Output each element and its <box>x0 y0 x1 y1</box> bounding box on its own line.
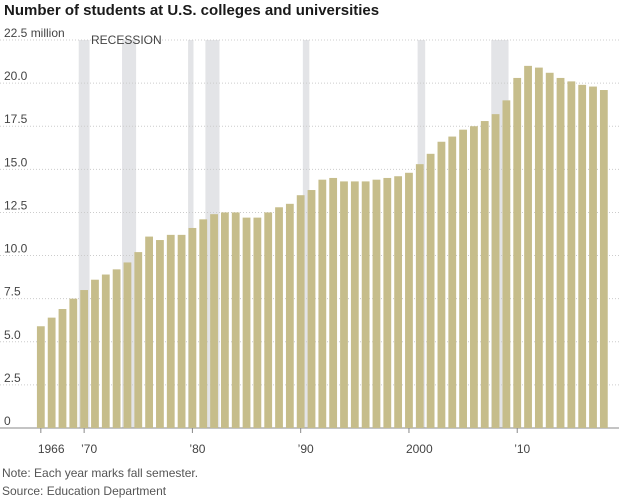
y-tick-label-3: 7.5 <box>4 285 21 299</box>
x-axis-ticks: 1966 ’70 ’80 ’90 2000 ’10 <box>38 428 531 456</box>
bar-1969 <box>69 298 78 428</box>
footnote: Note: Each year marks fall semester. <box>2 466 199 480</box>
bar-1986 <box>253 217 262 428</box>
bar-1978 <box>166 234 175 428</box>
bar-2001 <box>415 164 424 428</box>
bar-1998 <box>383 177 392 428</box>
bar-1966 <box>36 326 45 428</box>
bar-1977 <box>156 240 164 428</box>
x-tick-label-2: ’80 <box>189 442 205 456</box>
y-tick-label-9: 22.5 million <box>4 28 65 40</box>
x-tick-label-3: ’90 <box>298 442 314 456</box>
bar-2007 <box>480 121 489 428</box>
x-tick-label-4: 2000 <box>406 442 433 456</box>
bar-1997 <box>372 179 381 428</box>
y-tick-label-5: 12.5 <box>4 198 28 212</box>
bar-1988 <box>275 207 283 428</box>
bar-2014 <box>556 77 565 428</box>
chart-title: Number of students at U.S. colleges and … <box>4 2 380 19</box>
bar-1973 <box>112 269 121 428</box>
y-tick-label-0: 0 <box>4 414 11 428</box>
bar-1985 <box>242 217 251 428</box>
bar-2016 <box>578 84 587 428</box>
bars <box>36 65 608 429</box>
bar-1972 <box>101 274 110 428</box>
bar-1990 <box>296 195 305 428</box>
bar-1974 <box>123 262 132 428</box>
bar-1967 <box>47 317 56 428</box>
bar-2010 <box>513 77 522 428</box>
bar-1968 <box>58 309 67 428</box>
bar-1983 <box>220 212 229 428</box>
bar-2018 <box>599 90 608 429</box>
source-note: Source: Education Department <box>2 484 167 498</box>
bar-2012 <box>534 67 543 428</box>
bar-2002 <box>426 153 435 428</box>
bar-1982 <box>210 214 218 428</box>
bar-1976 <box>145 236 153 428</box>
bar-1975 <box>134 252 143 428</box>
y-tick-label-4: 10.0 <box>4 242 28 256</box>
bar-2000 <box>405 172 413 428</box>
bar-2005 <box>459 129 467 428</box>
bar-1989 <box>285 203 294 428</box>
bar-1979 <box>177 234 186 428</box>
recession-label: RECESSION <box>91 33 162 47</box>
bar-2011 <box>524 65 532 428</box>
bar-1991 <box>307 190 316 428</box>
x-tick-label-1: ’70 <box>81 442 97 456</box>
bar-2013 <box>545 72 554 428</box>
bar-1996 <box>361 181 370 428</box>
y-tick-label-2: 5.0 <box>4 328 21 342</box>
y-tick-label-8: 20.0 <box>4 69 28 83</box>
bar-1987 <box>264 212 273 428</box>
bar-1993 <box>329 177 338 428</box>
y-tick-label-1: 2.5 <box>4 371 21 385</box>
bar-1995 <box>350 181 359 428</box>
bar-2006 <box>470 126 478 428</box>
y-axis-ticks: 0 2.5 5.0 7.5 10.0 12.5 15.0 17.5 20.0 22.5 milli… <box>4 28 65 428</box>
y-tick-label-6: 15.0 <box>4 155 28 169</box>
bar-1980 <box>188 227 197 428</box>
bar-1992 <box>318 179 327 428</box>
x-tick-label-5: ’10 <box>514 442 530 456</box>
bar-2015 <box>567 81 576 429</box>
bar-chart: 0 2.5 5.0 7.5 10.0 12.5 15.0 17.5 20.0 22.5 milli… <box>0 28 619 456</box>
bar-2017 <box>589 86 597 428</box>
bar-1970 <box>80 290 89 428</box>
bar-2008 <box>491 114 500 428</box>
recession-band-0 <box>78 40 90 428</box>
bar-1971 <box>91 279 99 428</box>
bar-1994 <box>340 181 348 428</box>
x-tick-label-0: 1966 <box>38 442 65 456</box>
bar-1981 <box>199 219 208 428</box>
recession-band-4 <box>302 40 310 428</box>
bar-2004 <box>448 136 457 428</box>
bar-1984 <box>231 212 240 428</box>
y-tick-label-7: 17.5 <box>4 112 28 126</box>
bar-2009 <box>502 100 511 428</box>
bar-1999 <box>394 176 403 428</box>
bar-2003 <box>437 141 446 428</box>
